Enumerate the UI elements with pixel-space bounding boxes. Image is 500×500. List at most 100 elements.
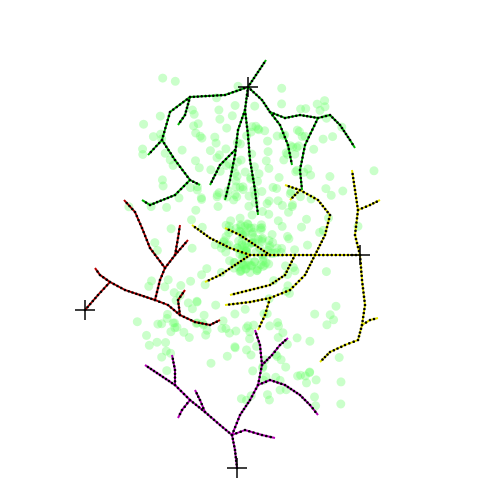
branch-node xyxy=(105,278,108,282)
branch-node xyxy=(310,260,314,264)
branch-node xyxy=(209,415,213,419)
scatter-dot xyxy=(272,243,282,253)
branch-node xyxy=(205,234,209,238)
branch-node xyxy=(233,445,236,448)
branch-node xyxy=(230,265,234,269)
branch-node xyxy=(301,156,304,159)
branch-node xyxy=(299,180,303,184)
scatter-dot xyxy=(250,101,260,111)
scatter-dot xyxy=(269,248,279,258)
scatter-dot xyxy=(294,141,304,151)
scatter-dot xyxy=(187,215,196,225)
scatter-dot xyxy=(281,362,291,372)
branch-node xyxy=(174,249,178,253)
branch-node xyxy=(292,389,296,393)
branch-node xyxy=(224,428,228,432)
scatter-dot xyxy=(160,148,170,158)
branch-node xyxy=(231,437,235,441)
branch-node xyxy=(313,116,316,119)
scatter-dot xyxy=(272,184,282,193)
scatter-dot xyxy=(275,385,285,395)
branch-node xyxy=(244,117,248,120)
branch-node xyxy=(96,270,99,273)
branch-node xyxy=(165,145,168,148)
branch-node xyxy=(163,130,166,134)
branch-node xyxy=(215,240,218,243)
branch-node xyxy=(215,170,218,173)
branch-node xyxy=(368,203,372,207)
branch-node xyxy=(280,127,283,131)
branch-node xyxy=(225,245,228,248)
branch-node xyxy=(303,398,307,402)
scatter-dot xyxy=(224,159,234,169)
scatter-dot xyxy=(338,186,348,196)
scatter-dot xyxy=(177,145,187,155)
branch-node xyxy=(305,192,309,196)
branch-node xyxy=(302,114,305,117)
branch-node xyxy=(343,343,347,347)
branch-node xyxy=(248,158,252,162)
branch-node xyxy=(181,292,184,295)
branch-node xyxy=(313,253,317,257)
branch-node xyxy=(195,392,198,395)
branch-node xyxy=(318,243,322,247)
scatter-dot xyxy=(215,150,224,160)
branch-node xyxy=(178,103,182,106)
branch-node xyxy=(147,242,150,246)
branch-node xyxy=(178,412,182,416)
branch-node xyxy=(158,278,162,282)
branch-node xyxy=(250,166,253,169)
branch-node xyxy=(248,154,251,158)
branch-node xyxy=(175,105,178,109)
branch-node xyxy=(173,193,177,197)
branch-node xyxy=(280,115,283,118)
scatter-dot xyxy=(264,163,274,173)
branch-line xyxy=(257,378,319,416)
scatter-dot xyxy=(206,358,216,368)
branch-node xyxy=(248,288,252,292)
scatter-dot xyxy=(305,367,315,377)
branch-node xyxy=(241,235,245,239)
branch-node xyxy=(260,285,264,289)
scatter-dot xyxy=(252,265,262,275)
branch-node xyxy=(300,160,304,163)
branch-node xyxy=(208,236,212,240)
scatter-dot xyxy=(157,319,167,329)
branch-node xyxy=(284,339,287,342)
branch-node xyxy=(144,201,148,204)
branch-node xyxy=(190,319,193,322)
branch-node xyxy=(175,245,178,248)
branch-node xyxy=(187,99,191,102)
scatter-dot xyxy=(277,200,287,210)
scatter-dot xyxy=(144,281,154,291)
scatter-dot xyxy=(295,192,305,202)
scatter-dot xyxy=(244,191,254,201)
branch-node xyxy=(232,162,235,165)
branch-node xyxy=(198,398,202,402)
branch-node xyxy=(212,322,215,325)
scatter-dot xyxy=(272,131,282,141)
branch-node xyxy=(176,241,179,244)
branch-node xyxy=(288,288,292,292)
scatter-dot xyxy=(239,260,249,270)
branch-node xyxy=(247,142,250,145)
branch-node xyxy=(256,70,260,74)
branch-node xyxy=(322,237,325,240)
branch-node xyxy=(354,225,358,228)
branch-node xyxy=(183,172,187,175)
branch-node xyxy=(200,402,203,406)
branch-node xyxy=(227,431,231,434)
branch-node xyxy=(315,250,319,253)
scatter-dot xyxy=(202,325,212,335)
branch-node xyxy=(183,405,186,409)
scatter-dot xyxy=(245,327,255,337)
branch-trees xyxy=(83,59,381,470)
branch-node xyxy=(182,392,186,396)
scatter-dot xyxy=(264,209,274,219)
scatter-dot xyxy=(247,260,257,270)
branch-node xyxy=(233,148,237,152)
branch-node xyxy=(193,320,197,324)
branch-node xyxy=(252,181,256,184)
scatter-dot xyxy=(311,375,321,385)
branch-node xyxy=(173,376,177,379)
